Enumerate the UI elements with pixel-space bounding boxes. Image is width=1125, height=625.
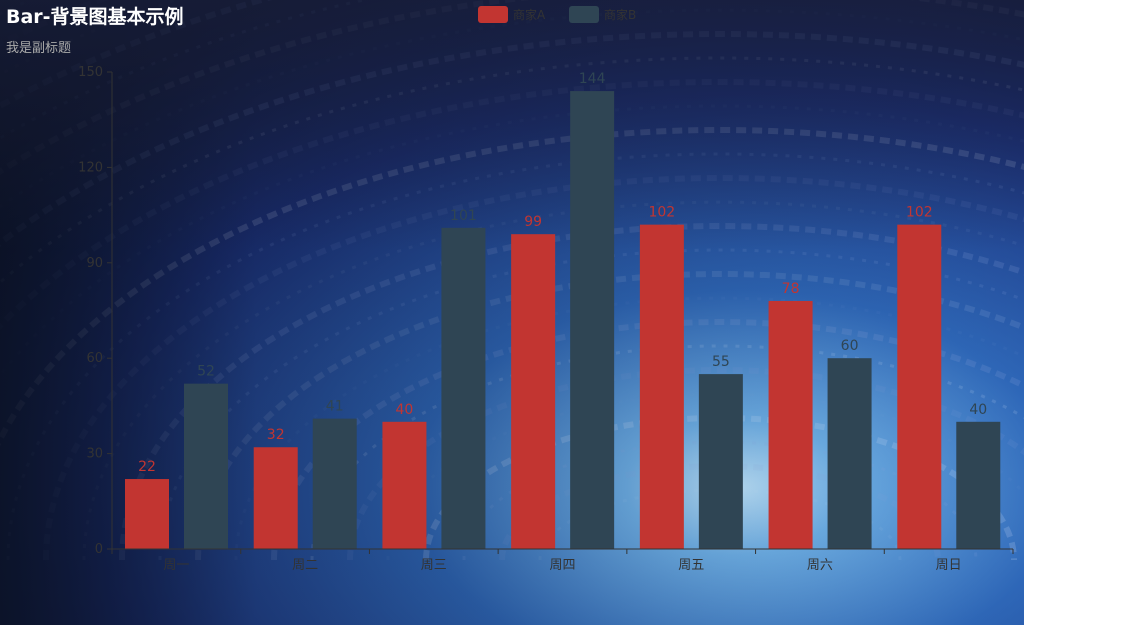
y-tick-label: 30 — [86, 447, 103, 462]
chart-title: Bar-背景图基本示例 — [6, 6, 184, 28]
bar-a[interactable] — [511, 234, 556, 549]
bar-value-label: 78 — [782, 281, 800, 297]
bar-value-label: 52 — [197, 364, 215, 380]
x-axis: 周一 周二 周三 周四 周五 周六 周日 — [111, 548, 1014, 573]
bar-a[interactable] — [125, 479, 169, 549]
bars-layer: 22 32 40 99 102 78 102 52 41 101 144 55 60 40 — [125, 71, 1001, 549]
chart-container: 0 30 60 90 120 150 22 32 40 99 102 78 102 52 41 101 144… — [0, 0, 1024, 625]
bar-b[interactable] — [184, 383, 228, 549]
bar-value-label: 40 — [969, 402, 987, 418]
x-tick-label: 周六 — [807, 558, 833, 573]
bar-chart: 0 30 60 90 120 150 22 32 40 99 102 78 102 52 41 101 144… — [78, 65, 1014, 573]
bar-a[interactable] — [897, 224, 942, 549]
bar-a[interactable] — [382, 421, 427, 549]
bar-a[interactable] — [768, 300, 813, 549]
x-tick-label: 周一 — [163, 558, 189, 573]
bar-value-label: 55 — [712, 354, 730, 370]
legend-item-b[interactable]: 商家B — [569, 6, 636, 23]
bar-b[interactable] — [827, 358, 872, 549]
bar-a[interactable] — [639, 224, 684, 549]
bar-value-label: 144 — [579, 71, 606, 87]
legend-item-a[interactable]: 商家A — [478, 6, 545, 23]
bar-value-label: 22 — [138, 459, 156, 475]
chart-subtitle: 我是副标题 — [6, 41, 72, 56]
y-tick-label: 120 — [78, 160, 103, 175]
x-tick-label: 周二 — [292, 558, 318, 573]
bar-b[interactable] — [698, 374, 743, 549]
legend-label-a: 商家A — [513, 8, 546, 22]
y-axis: 0 30 60 90 120 150 — [78, 65, 113, 557]
bar-value-label: 32 — [267, 427, 285, 443]
legend-swatch-a — [478, 6, 508, 23]
x-tick-label: 周五 — [678, 558, 704, 573]
y-tick-label: 90 — [86, 256, 103, 271]
y-tick-label: 60 — [86, 351, 103, 366]
x-tick-label: 周三 — [421, 558, 447, 573]
bar-value-label: 99 — [524, 214, 542, 230]
legend-swatch-b — [569, 6, 599, 23]
bar-value-label: 101 — [450, 208, 477, 224]
y-tick-label: 0 — [95, 542, 103, 557]
bar-value-label: 102 — [906, 205, 933, 221]
bar-value-label: 41 — [326, 399, 344, 415]
bar-b[interactable] — [312, 418, 357, 549]
bar-b[interactable] — [956, 421, 1001, 549]
bar-value-label: 102 — [648, 205, 675, 221]
x-tick-label: 周日 — [936, 558, 962, 573]
bar-a[interactable] — [253, 447, 298, 549]
bar-value-label: 40 — [396, 402, 414, 418]
x-tick-label: 周四 — [549, 558, 575, 573]
legend-label-b: 商家B — [604, 8, 637, 22]
y-tick-label: 150 — [78, 65, 103, 80]
bar-value-label: 60 — [841, 338, 859, 354]
bar-b[interactable] — [570, 91, 615, 549]
bar-b[interactable] — [441, 227, 486, 549]
